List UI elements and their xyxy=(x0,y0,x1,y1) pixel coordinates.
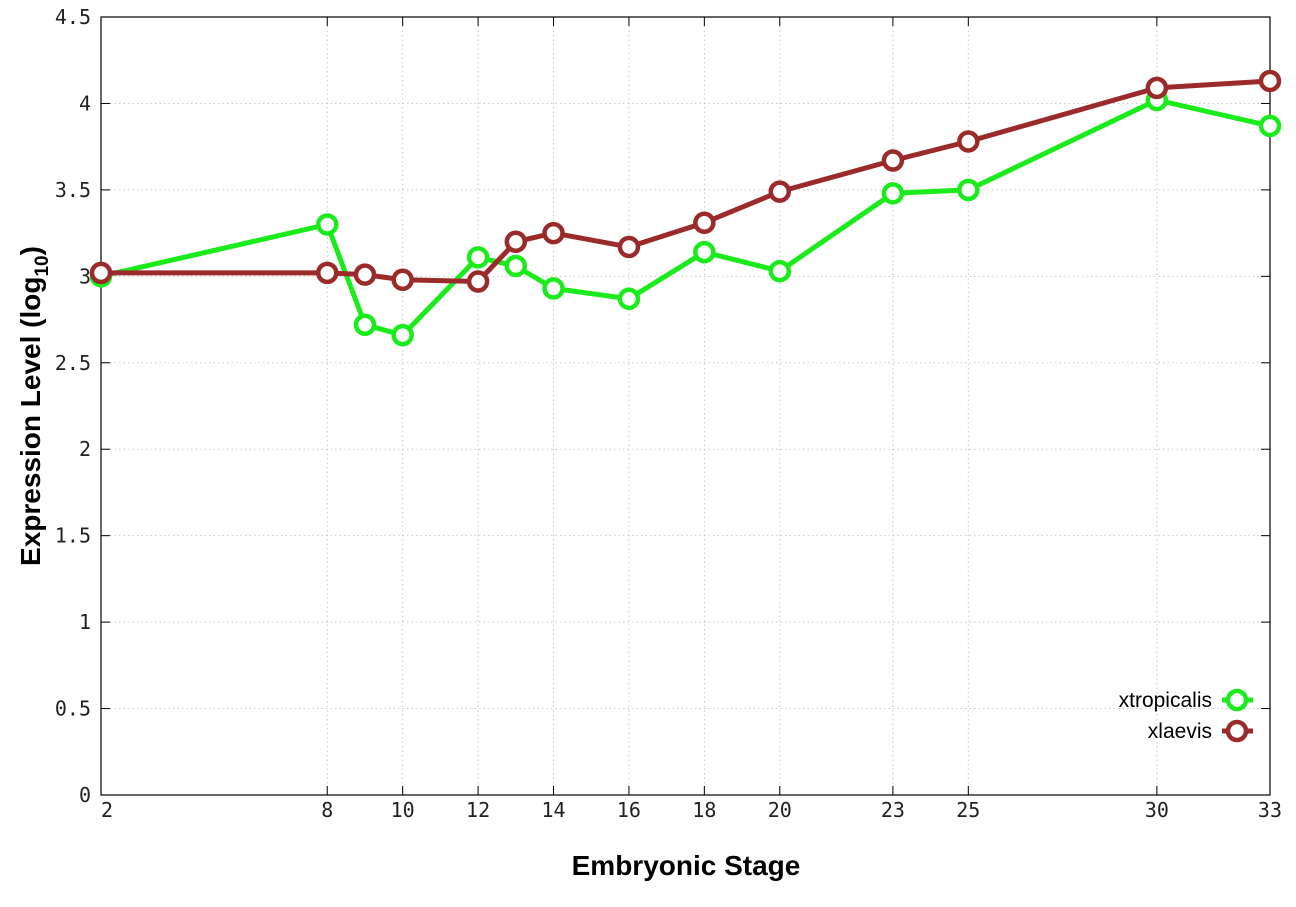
y-tick-label: 4 xyxy=(79,91,91,115)
data-point-xlaevis xyxy=(617,235,641,259)
data-point-xlaevis xyxy=(504,230,528,254)
y-axis-title-main: Expression Level (log xyxy=(15,277,46,566)
y-tick-label: 2.5 xyxy=(55,351,91,375)
y-axis-title-subscript: 10 xyxy=(32,255,53,276)
x-tick-label: 8 xyxy=(321,798,333,822)
data-point-xtropicalis xyxy=(957,178,980,202)
series-xlaevis xyxy=(89,69,1282,293)
legend-label-xlaevis: xlaevis xyxy=(1148,720,1212,743)
data-point-xlaevis xyxy=(768,180,792,203)
data-point-xtropicalis xyxy=(881,182,905,205)
y-tick-label: 1.5 xyxy=(55,524,91,548)
legend-label-xtropicalis: xtropicalis xyxy=(1119,689,1212,712)
grid-lines xyxy=(101,17,1270,795)
data-point-xlaevis xyxy=(957,130,980,153)
plot-frame xyxy=(100,16,1271,796)
x-tick-label: 23 xyxy=(881,798,905,822)
data-point-xlaevis xyxy=(89,261,113,285)
y-axis-title: Expression Level (log10) xyxy=(15,246,53,566)
y-tick-label: 2 xyxy=(79,437,91,461)
data-point-xlaevis xyxy=(1258,69,1282,93)
series-xtropicalis xyxy=(89,88,1282,347)
y-axis-title-close: ) xyxy=(15,246,46,255)
y-tick-label: 3.5 xyxy=(55,178,91,202)
y-tick-label: 0 xyxy=(79,783,91,807)
data-point-xlaevis xyxy=(466,270,490,293)
data-point-xtropicalis xyxy=(504,254,528,278)
data-point-xtropicalis xyxy=(466,246,490,269)
x-tick-label: 2 xyxy=(101,798,113,822)
x-tick-label: 20 xyxy=(768,798,792,822)
data-point-xtropicalis xyxy=(768,259,792,283)
data-point-xlaevis xyxy=(881,149,905,172)
data-point-xtropicalis xyxy=(391,323,414,347)
data-point-xtropicalis xyxy=(542,277,565,300)
x-tick-label: 14 xyxy=(541,798,565,822)
y-tick-label: 4.5 xyxy=(55,5,91,29)
data-point-xtropicalis xyxy=(353,313,377,336)
x-tick-label: 18 xyxy=(692,798,716,822)
legend: xtropicalis xlaevis xyxy=(1119,688,1253,743)
x-tick-label: 30 xyxy=(1145,798,1169,822)
y-tick-label: 0.5 xyxy=(55,697,91,721)
x-tick-label: 12 xyxy=(466,798,490,822)
legend-marker-xtropicalis xyxy=(1225,688,1249,712)
data-point-xlaevis xyxy=(1145,76,1169,100)
data-point-xlaevis xyxy=(353,263,377,286)
series-lines xyxy=(89,69,1282,347)
y-tick-label: 1 xyxy=(79,610,91,634)
data-point-xlaevis xyxy=(693,211,716,234)
y-tick-label: 3 xyxy=(79,264,91,288)
x-tick-label: 33 xyxy=(1258,798,1282,822)
x-tick-label: 25 xyxy=(956,798,980,822)
data-point-xtropicalis xyxy=(693,240,716,264)
data-point-xlaevis xyxy=(391,268,414,292)
data-point-xlaevis xyxy=(316,261,339,285)
x-axis-title: Embryonic Stage xyxy=(572,850,801,881)
data-point-xtropicalis xyxy=(316,213,339,236)
data-point-xtropicalis xyxy=(617,287,641,311)
x-tick-label: 16 xyxy=(617,798,641,822)
legend-marker-xlaevis xyxy=(1225,719,1249,743)
data-point-xlaevis xyxy=(542,221,565,245)
axis-ticks: 0 0.5 1 1.5 2 2.5 3 3.5 4 4.5 2 8 10 12 14 16 18 20 23 25 30… xyxy=(55,5,1282,822)
data-point-xtropicalis xyxy=(1258,114,1282,138)
x-tick-label: 10 xyxy=(391,798,415,822)
